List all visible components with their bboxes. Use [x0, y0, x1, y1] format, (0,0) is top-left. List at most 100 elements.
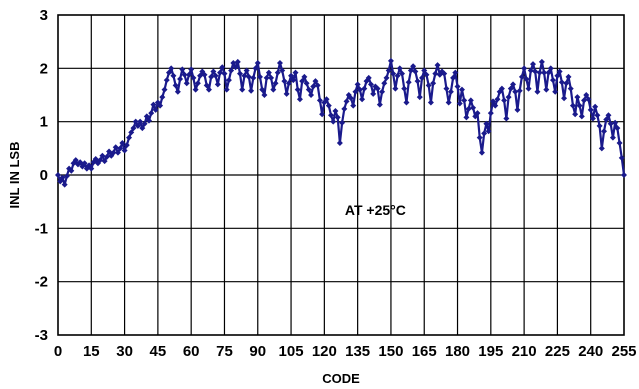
data-point-marker	[97, 157, 104, 164]
data-point-marker	[529, 61, 536, 68]
data-point-marker	[394, 72, 401, 79]
data-point-marker	[538, 58, 545, 65]
data-point-marker	[621, 172, 627, 178]
data-point-marker	[421, 67, 428, 74]
data-point-marker	[516, 87, 523, 94]
data-point-marker	[356, 86, 363, 93]
data-point-marker	[367, 81, 374, 88]
data-point-marker	[119, 140, 126, 146]
data-point-marker	[443, 85, 450, 92]
data-point-marker	[296, 96, 303, 103]
data-point-marker	[177, 76, 184, 82]
data-point-marker	[465, 105, 472, 112]
data-point-marker	[208, 73, 215, 80]
data-point-marker	[134, 122, 141, 129]
data-point-marker	[143, 113, 150, 120]
data-point-marker	[217, 69, 224, 76]
data-point-marker	[270, 86, 277, 93]
data-point-marker	[503, 115, 510, 122]
tick-layer: 0 15 30 45 60 75 90 105 120 135 150 165 180 195 210 225…	[35, 7, 637, 360]
data-point-marker	[183, 80, 190, 87]
data-point-marker	[170, 72, 177, 79]
data-point-marker	[523, 76, 530, 82]
data-point-marker	[396, 65, 403, 72]
data-point-marker	[618, 154, 625, 161]
x-tick-label: 45	[150, 343, 167, 360]
data-point-marker	[481, 130, 488, 137]
y-tick-label: -1	[35, 220, 48, 237]
data-point-marker	[572, 111, 579, 118]
data-point-marker	[483, 120, 490, 127]
data-point-marker	[332, 108, 339, 114]
data-point-marker	[419, 74, 426, 81]
data-point-marker	[272, 80, 279, 87]
data-point-marker	[117, 145, 124, 152]
data-point-marker	[596, 122, 603, 129]
data-point-marker	[121, 147, 128, 154]
x-tick-label: 150	[378, 343, 403, 360]
x-tick-label: 135	[345, 343, 370, 360]
data-point-marker	[159, 94, 166, 101]
data-point-marker	[106, 148, 113, 155]
data-point-marker	[456, 100, 463, 107]
data-point-marker	[490, 98, 497, 105]
data-point-marker	[328, 112, 335, 119]
data-point-marker	[250, 74, 257, 81]
data-point-marker	[525, 85, 532, 92]
data-point-marker	[434, 62, 441, 69]
data-point-marker	[427, 99, 434, 106]
data-point-marker	[212, 72, 219, 79]
data-point-marker	[359, 96, 366, 103]
x-tick-label: 240	[578, 343, 603, 360]
data-point-marker	[263, 74, 270, 81]
data-point-marker	[188, 66, 195, 73]
data-point-marker	[347, 95, 354, 102]
data-point-marker	[545, 69, 552, 76]
data-point-marker	[605, 112, 612, 119]
data-point-marker	[554, 72, 561, 79]
data-point-marker	[376, 101, 383, 108]
data-point-marker	[210, 68, 217, 75]
data-point-marker	[241, 72, 248, 79]
data-point-marker	[172, 82, 179, 89]
data-point-marker	[463, 114, 470, 121]
data-point-marker	[343, 98, 350, 105]
data-point-marker	[458, 86, 465, 93]
data-point-marker	[536, 69, 543, 76]
data-point-marker	[512, 88, 519, 95]
x-tick-label: 225	[545, 343, 570, 360]
data-point-marker	[123, 142, 130, 149]
data-point-marker	[88, 165, 95, 172]
data-point-marker	[132, 118, 139, 125]
data-point-marker	[139, 125, 146, 132]
data-point-marker	[290, 77, 297, 84]
data-point-marker	[190, 74, 197, 81]
data-point-marker	[598, 145, 605, 152]
data-point-marker	[461, 97, 468, 104]
data-point-marker	[521, 65, 528, 72]
data-point-marker	[81, 160, 88, 167]
data-point-marker	[354, 81, 361, 88]
data-point-marker	[592, 103, 599, 110]
data-point-marker	[399, 70, 406, 77]
data-point-marker	[454, 83, 461, 90]
x-tick-label: 90	[249, 343, 266, 360]
data-point-marker	[305, 86, 312, 93]
data-point-marker	[365, 74, 372, 81]
data-point-marker	[194, 80, 201, 87]
x-tick-label: 165	[412, 343, 437, 360]
data-point-marker	[294, 86, 301, 93]
data-point-marker	[501, 97, 508, 104]
data-point-marker	[387, 57, 394, 64]
data-point-marker	[385, 67, 392, 74]
data-point-marker	[92, 156, 99, 162]
data-point-marker	[379, 88, 386, 95]
data-point-marker	[59, 174, 66, 181]
data-point-marker	[130, 125, 137, 132]
data-point-marker	[126, 134, 133, 141]
data-point-marker	[576, 102, 583, 109]
data-point-marker	[61, 181, 68, 188]
data-point-marker	[254, 60, 261, 66]
data-point-marker	[549, 77, 556, 84]
